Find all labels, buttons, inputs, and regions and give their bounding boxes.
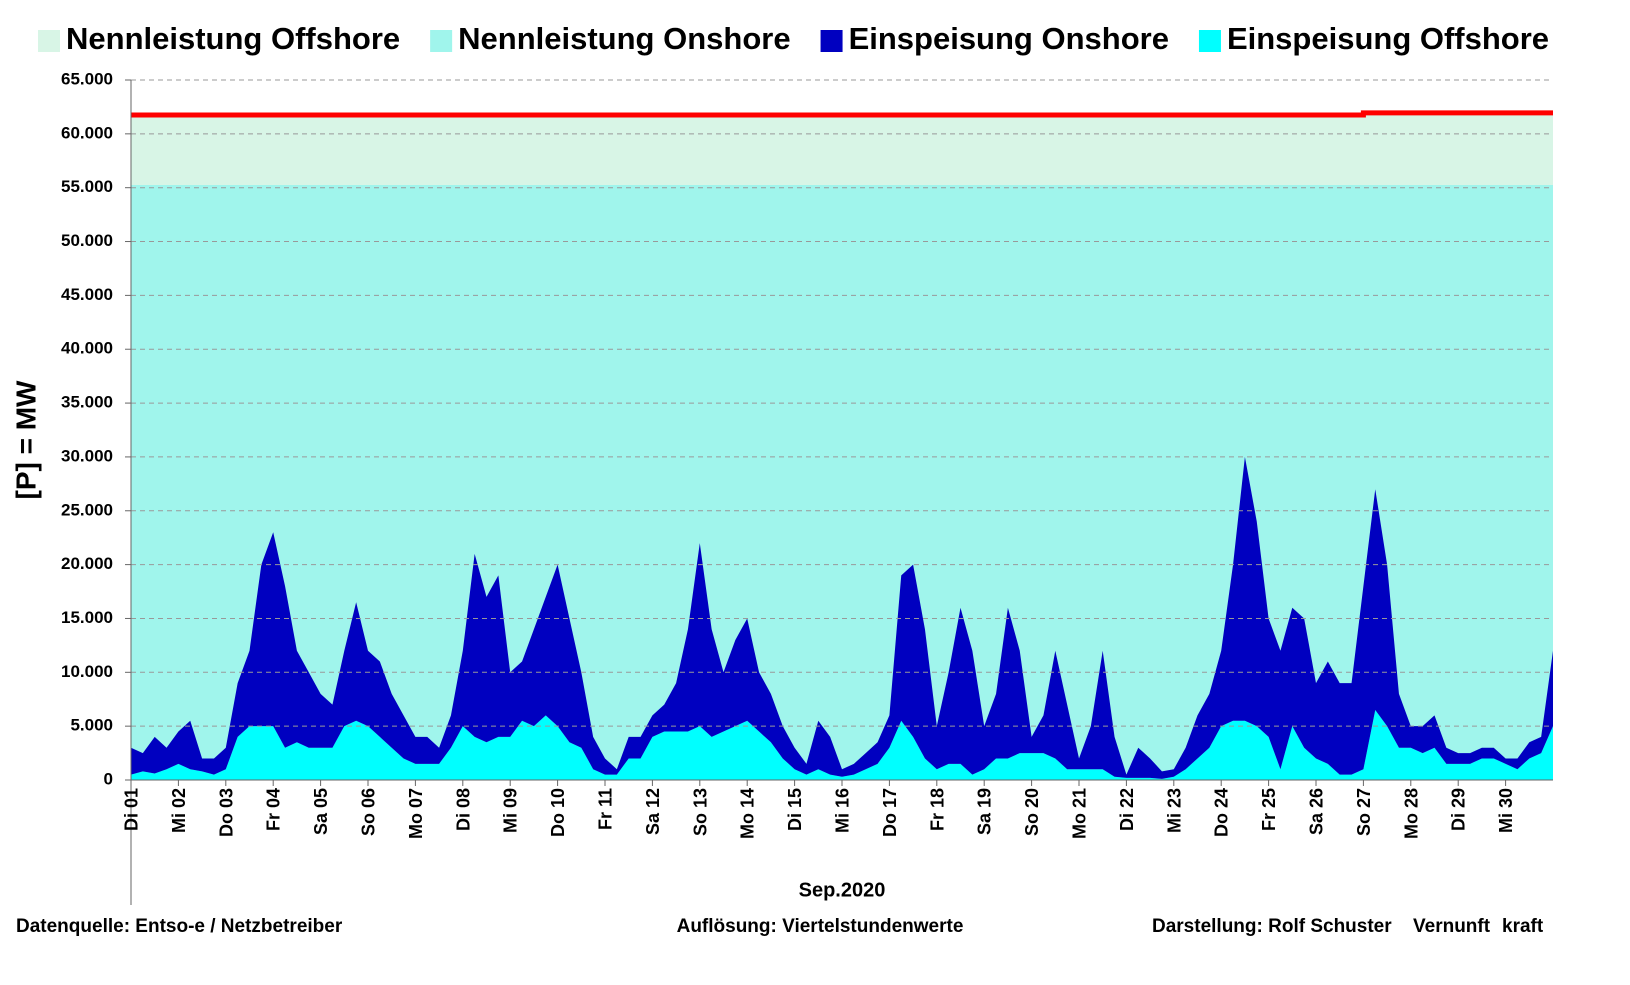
x-tick-label: Sa 12 xyxy=(643,788,663,835)
x-tick-label: Di 01 xyxy=(122,788,142,831)
x-tick-label: Di 29 xyxy=(1449,788,1469,831)
x-tick-label: Mi 09 xyxy=(501,788,521,833)
x-tick-label: Do 24 xyxy=(1212,788,1232,837)
x-axis-label: Sep.2020 xyxy=(799,879,886,901)
x-tick-label: Fr 25 xyxy=(1259,788,1279,831)
x-tick-label: Di 08 xyxy=(453,788,473,831)
y-tick-label: 10.000 xyxy=(61,662,113,681)
y-tick-label: 55.000 xyxy=(61,177,113,196)
y-tick-label: 5.000 xyxy=(70,716,113,735)
x-tick-label: So 27 xyxy=(1354,788,1374,836)
legend-label: Einspeisung Offshore xyxy=(1227,21,1549,56)
area xyxy=(131,456,1553,779)
legend-label: Nennleistung Offshore xyxy=(66,21,400,56)
x-tick-label: Mo 14 xyxy=(738,788,758,839)
x-tick-label: Mo 21 xyxy=(1070,788,1090,839)
x-tick-label: Mi 30 xyxy=(1496,788,1516,833)
capacity-line xyxy=(131,110,1553,118)
x-tick-label: Sa 19 xyxy=(975,788,995,835)
x-tick-label: Do 03 xyxy=(216,788,236,837)
legend-label: Nennleistung Onshore xyxy=(458,21,790,56)
x-tick-label: Mo 07 xyxy=(406,788,426,839)
y-tick-label: 0 xyxy=(104,769,113,788)
legend-label: Einspeisung Onshore xyxy=(849,21,1169,56)
x-tick-label: So 13 xyxy=(690,788,710,836)
x-tick-label: Mi 23 xyxy=(1164,788,1184,833)
brand: Vernunft xyxy=(1413,916,1491,937)
footer-author: Darstellung: Rolf Schuster xyxy=(1152,916,1392,937)
y-tick-label: 15.000 xyxy=(61,608,113,627)
x-tick-label: So 20 xyxy=(1022,788,1042,836)
y-tick-label: 40.000 xyxy=(61,339,113,358)
x-tick-label: Fr 18 xyxy=(927,788,947,831)
x-tick-label: Fr 04 xyxy=(264,788,284,831)
x-tick-label: Mi 16 xyxy=(833,788,853,833)
y-tick-label: 65.000 xyxy=(61,69,113,88)
area xyxy=(131,112,1553,185)
y-tick-label: 50.000 xyxy=(61,231,113,250)
x-tick-label: Di 15 xyxy=(785,788,805,831)
legend-swatch xyxy=(38,30,60,52)
area xyxy=(131,710,1553,780)
x-tick-label: Mo 28 xyxy=(1401,788,1421,839)
footer-source: Datenquelle: Entso-e / Netzbetreiber xyxy=(16,916,343,937)
y-tick-label: 20.000 xyxy=(61,554,113,573)
x-tick-label: So 06 xyxy=(359,788,379,836)
legend-swatch xyxy=(1198,30,1221,52)
brand: kraft xyxy=(1502,916,1544,937)
y-tick-label: 35.000 xyxy=(61,393,113,412)
x-tick-label: Do 10 xyxy=(548,788,568,837)
legend-swatch xyxy=(430,30,453,52)
x-tick-label: Sa 05 xyxy=(311,788,331,835)
footer-resolution: Auflösung: Viertelstundenwerte xyxy=(677,916,964,937)
x-tick-label: Fr 11 xyxy=(596,788,616,830)
x-tick-label: Di 22 xyxy=(1117,788,1137,831)
x-tick-label: Sa 26 xyxy=(1307,788,1327,835)
y-tick-label: 45.000 xyxy=(61,285,113,304)
y-tick-label: 60.000 xyxy=(61,123,113,142)
y-tick-label: 25.000 xyxy=(61,500,113,519)
y-tick-label: 30.000 xyxy=(61,446,113,465)
x-tick-label: Do 17 xyxy=(880,788,900,837)
x-tick-label: Mi 02 xyxy=(169,788,189,833)
y-axis-label: [P] = MW xyxy=(10,380,41,500)
legend-swatch xyxy=(820,30,843,52)
